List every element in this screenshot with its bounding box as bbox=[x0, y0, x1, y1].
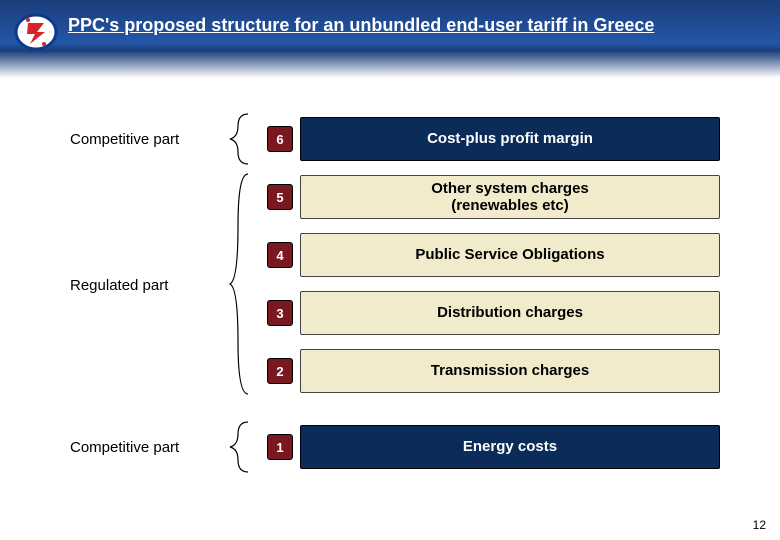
row-label: Other system charges (renewables etc) bbox=[300, 175, 720, 219]
slide-header: PPC's proposed structure for an unbundle… bbox=[0, 0, 780, 78]
section-label-bottom: Competitive part bbox=[20, 439, 220, 456]
row-label: Distribution charges bbox=[300, 291, 720, 335]
section-label-middle: Regulated part bbox=[20, 277, 220, 294]
row-number: 1 bbox=[267, 434, 293, 460]
row-number: 5 bbox=[267, 184, 293, 210]
brace-top bbox=[220, 110, 260, 168]
diagram-content: Competitive part 6 Cost-plus profit marg… bbox=[0, 110, 780, 476]
diagram-row: 2 Transmission charges bbox=[20, 342, 760, 400]
row-label: Cost-plus profit margin bbox=[300, 117, 720, 161]
row-number: 4 bbox=[267, 242, 293, 268]
brace-bottom bbox=[220, 418, 260, 476]
section-label-top: Competitive part bbox=[20, 131, 220, 148]
page-number: 12 bbox=[753, 518, 766, 532]
row-label: Transmission charges bbox=[300, 349, 720, 393]
row-number: 3 bbox=[267, 300, 293, 326]
row-number: 6 bbox=[267, 126, 293, 152]
row-label: Energy costs bbox=[300, 425, 720, 469]
row-number: 2 bbox=[267, 358, 293, 384]
diagram-row: Competitive part 6 Cost-plus profit marg… bbox=[20, 110, 760, 168]
diagram-row: Competitive part 1 Energy costs bbox=[20, 418, 760, 476]
diagram-row: Regulated part 3 Distribution charges bbox=[20, 284, 760, 342]
ppc-logo bbox=[14, 10, 58, 54]
diagram-row: 4 Public Service Obligations bbox=[20, 226, 760, 284]
row-label: Public Service Obligations bbox=[300, 233, 720, 277]
slide-title: PPC's proposed structure for an unbundle… bbox=[68, 10, 654, 37]
diagram-row: 5 Other system charges (renewables etc) bbox=[20, 168, 760, 226]
